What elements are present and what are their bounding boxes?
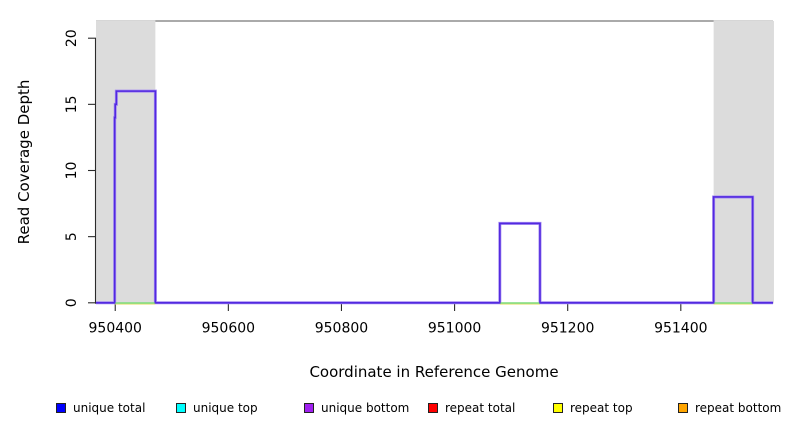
x-tick-label: 950800 [315,321,368,337]
y-axis-title: Read Coverage Depth [15,80,33,245]
y-tick-label: 20 [64,29,80,47]
chart-legend: unique total unique top unique bottom repea… [0,399,792,421]
legend-label: unique total [73,401,146,415]
x-axis-title: Coordinate in Reference Genome [309,363,558,381]
x-tick-label: 950400 [89,321,142,337]
legend-label: repeat total [445,401,516,415]
y-tick-label: 5 [64,232,80,241]
repeat-region-rect [96,20,156,303]
axes: 0 5 10 15 20 950400 950600 950800 951000 951200 95… [64,29,773,337]
y-tick-label: 15 [64,95,80,113]
legend-label: repeat top [570,401,633,415]
coverage-line [96,90,773,304]
plot-canvas: 0 5 10 15 20 950400 950600 950800 951000 951200 95… [15,20,774,381]
legend-swatch [56,403,66,413]
y-tick-label: 0 [64,298,80,307]
legend-swatch [304,403,314,413]
repeat-region-rect [713,20,773,303]
legend-label: repeat bottom [695,401,782,415]
legend-swatch [553,403,563,413]
x-tick-label: 951000 [428,321,481,337]
legend-swatch [176,403,186,413]
legend-item-unique-bottom: unique bottom [304,399,409,417]
y-tick-label: 10 [64,162,80,180]
legend-item-repeat-top: repeat top [553,399,633,417]
legend-item-repeat-total: repeat total [428,399,515,417]
legend-label: unique top [193,401,258,415]
shaded-regions [96,20,773,303]
x-tick-label: 951400 [654,321,707,337]
legend-swatch [428,403,438,413]
legend-label: unique bottom [321,401,410,415]
plot-frame [96,20,774,304]
legend-item-repeat-bottom: repeat bottom [678,399,781,417]
legend-item-unique-total: unique total [56,399,145,417]
x-tick-label: 950600 [202,321,255,337]
x-tick-label: 951200 [541,321,594,337]
coverage-line-halo [96,89,773,305]
legend-swatch [678,403,688,413]
legend-item-unique-top: unique top [176,399,258,417]
coverage-line-series [96,89,773,305]
